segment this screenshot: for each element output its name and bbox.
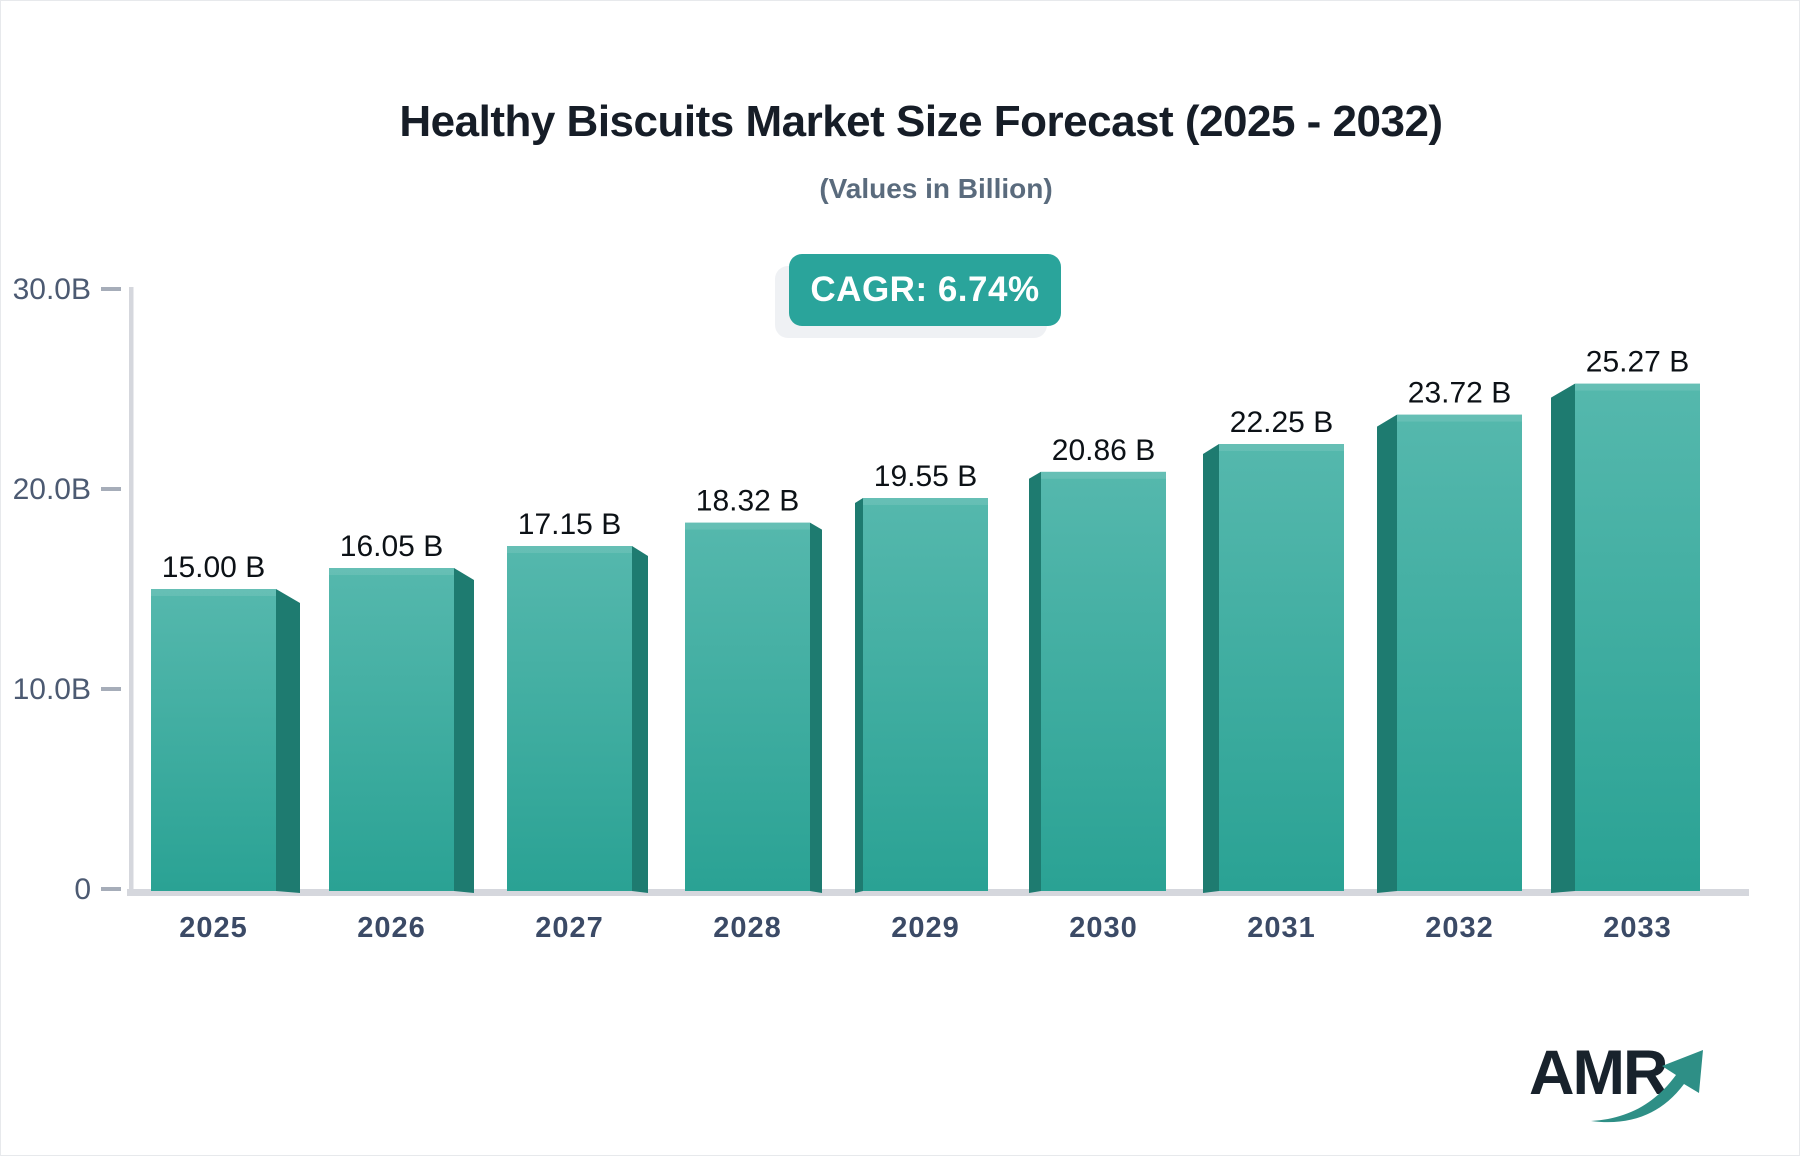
bar-value-label: 23.72 B: [1408, 377, 1511, 410]
bar-top-edge: [329, 568, 454, 575]
x-tick-label: 2028: [713, 912, 782, 944]
bar-side-face: [855, 498, 863, 893]
x-tick-label: 2027: [535, 912, 604, 944]
bar-value-label: 17.15 B: [518, 508, 621, 541]
bar-top-edge: [1397, 414, 1522, 422]
y-tick-dash: [101, 887, 121, 891]
bar: [1041, 471, 1166, 891]
logo-growth-arrow-icon: [1591, 1050, 1703, 1123]
y-tick-label: 30.0B: [13, 273, 91, 306]
x-tick-label: 2030: [1069, 912, 1138, 944]
bar: [329, 568, 454, 891]
x-tick-label: 2031: [1247, 912, 1316, 944]
y-tick-dash: [101, 687, 121, 691]
bar-value-label: 20.86 B: [1052, 434, 1155, 467]
bar-side-face: [1551, 383, 1575, 893]
bar-top-edge: [151, 589, 276, 596]
x-tick-label: 2029: [891, 912, 960, 944]
x-tick-label: 2033: [1603, 912, 1672, 944]
x-axis-line: [127, 889, 1749, 896]
bar-side-face: [1029, 471, 1041, 893]
bar: [1397, 414, 1522, 891]
bar-side-face: [1203, 444, 1219, 893]
bar-top-edge: [507, 546, 632, 553]
bar-side-face: [810, 522, 822, 893]
bar: [863, 498, 988, 891]
bar-top-edge: [1041, 471, 1166, 479]
bar-side-face: [1377, 414, 1397, 893]
x-tick-label: 2025: [179, 912, 248, 944]
bar-side-face: [454, 568, 474, 893]
bar-value-label: 22.25 B: [1230, 406, 1333, 439]
bar-side-face: [632, 546, 648, 893]
bar: [507, 546, 632, 891]
cagr-badge: CAGR: 6.74%: [789, 254, 1061, 326]
bar-top-edge: [1219, 444, 1344, 451]
y-axis-line: [129, 287, 134, 893]
x-tick-label: 2032: [1425, 912, 1494, 944]
bar-value-label: 19.55 B: [874, 460, 977, 493]
bar-top-edge: [863, 498, 988, 505]
amr-logo-text: AMR: [1529, 1038, 1668, 1108]
bar-value-label: 15.00 B: [162, 551, 265, 584]
bar-top-edge: [1575, 383, 1700, 391]
bar: [1219, 444, 1344, 891]
bar: [685, 522, 810, 891]
bar: [1575, 383, 1700, 891]
y-tick-dash: [101, 287, 121, 291]
bar: [151, 589, 276, 891]
bar-side-face: [276, 589, 300, 893]
cagr-badge-label: CAGR: 6.74%: [810, 270, 1040, 309]
chart-subtitle: (Values in Billion): [819, 173, 1053, 204]
y-tick-label: 10.0B: [13, 673, 91, 706]
bar-value-label: 18.32 B: [696, 485, 799, 518]
bar-value-label: 25.27 B: [1586, 346, 1689, 379]
y-tick-label: 0: [74, 873, 91, 906]
x-tick-label: 2026: [357, 912, 426, 944]
y-tick-dash: [101, 487, 121, 491]
amr-logo: AMR: [1521, 1031, 1741, 1131]
bar-top-edge: [685, 522, 810, 530]
bar-value-label: 16.05 B: [340, 530, 443, 563]
chart-title: Healthy Biscuits Market Size Forecast (2…: [399, 97, 1443, 146]
y-tick-label: 20.0B: [13, 473, 91, 506]
